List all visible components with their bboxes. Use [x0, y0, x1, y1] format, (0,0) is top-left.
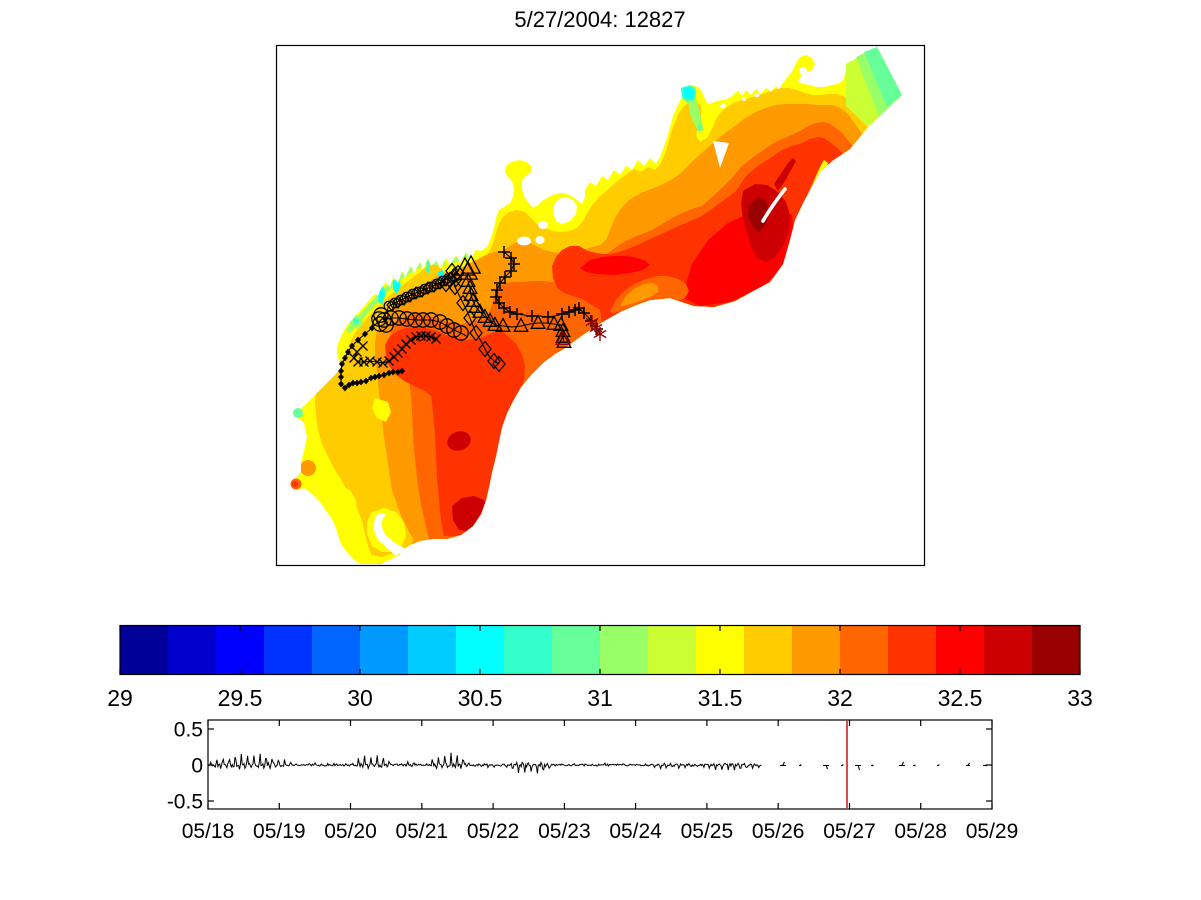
svg-text:05/27: 05/27 [823, 820, 876, 843]
svg-text:29.5: 29.5 [218, 685, 263, 711]
svg-text:05/24: 05/24 [609, 820, 662, 843]
svg-text:05/23: 05/23 [538, 820, 591, 843]
svg-text:31: 31 [587, 685, 613, 711]
svg-text:05/29: 05/29 [966, 820, 1019, 843]
svg-text:05/19: 05/19 [253, 820, 306, 843]
svg-text:05/26: 05/26 [752, 820, 805, 843]
svg-text:-0.5: -0.5 [167, 790, 203, 813]
svg-text:05/20: 05/20 [324, 820, 377, 843]
svg-text:31.5: 31.5 [698, 685, 743, 711]
svg-text:5/27/2004: 12827: 5/27/2004: 12827 [514, 7, 685, 32]
svg-text:05/22: 05/22 [467, 820, 520, 843]
svg-text:32: 32 [827, 685, 853, 711]
svg-text:05/28: 05/28 [894, 820, 947, 843]
svg-text:05/21: 05/21 [396, 820, 449, 843]
svg-text:0: 0 [191, 754, 203, 777]
svg-text:30: 30 [347, 685, 373, 711]
svg-text:0.5: 0.5 [174, 718, 203, 741]
svg-text:30.5: 30.5 [458, 685, 503, 711]
svg-text:05/18: 05/18 [182, 820, 235, 843]
svg-text:05/25: 05/25 [681, 820, 734, 843]
svg-text:29: 29 [107, 685, 133, 711]
svg-text:32.5: 32.5 [938, 685, 983, 711]
svg-text:33: 33 [1067, 685, 1093, 711]
